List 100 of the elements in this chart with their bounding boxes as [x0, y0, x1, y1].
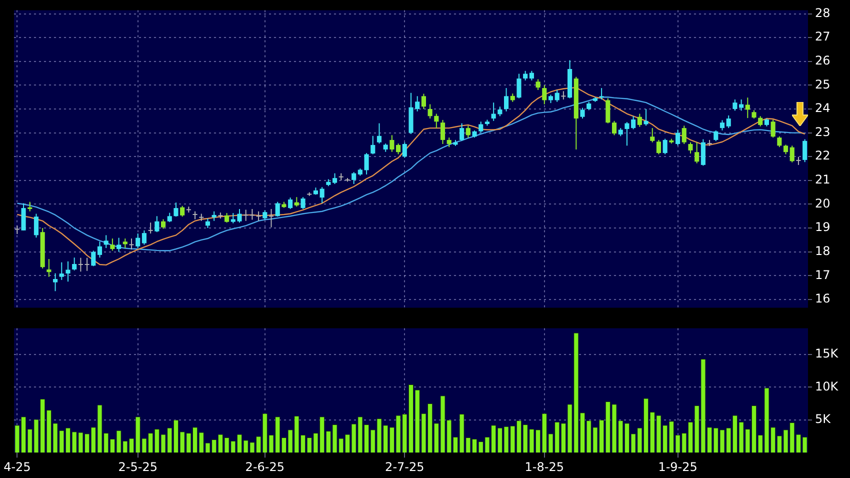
candlestick: [650, 128, 655, 143]
x-tick-label: 1-9-25: [658, 460, 698, 474]
candlestick: [154, 216, 160, 233]
candlestick: [180, 205, 185, 218]
candlestick: [428, 104, 432, 120]
candlestick: [224, 212, 230, 224]
y-tick-label: 22: [815, 148, 830, 163]
candlestick: [136, 233, 140, 249]
candlestick: [421, 93, 426, 110]
y-tick-label: 28: [815, 6, 830, 20]
candlestick: [205, 218, 210, 229]
y-tick-label: 26: [815, 54, 830, 68]
candlestick: [46, 258, 52, 278]
candlestick: [256, 210, 262, 222]
candlestick: [288, 197, 293, 210]
candlestick: [122, 238, 128, 249]
candlestick: [739, 98, 744, 112]
candlestick: [726, 114, 731, 129]
candlestick: [758, 116, 763, 127]
candlestick: [460, 122, 464, 142]
candlestick: [732, 98, 738, 112]
candlestick: [777, 136, 782, 148]
y-tick-label: 21: [815, 172, 830, 187]
candlestick: [656, 139, 662, 155]
y-tick-label: 27: [815, 30, 830, 44]
candlestick: [491, 102, 496, 122]
candlestick: [275, 201, 280, 218]
candlestick: [268, 208, 274, 228]
candlestick: [402, 142, 407, 158]
candlestick: [243, 209, 249, 222]
candlestick: [676, 129, 680, 146]
x-tick-label: 2-6-25: [245, 460, 285, 474]
y-tick-label: 17: [815, 268, 830, 282]
candlestick: [110, 238, 115, 252]
candlestick: [770, 119, 776, 138]
candlestick: [612, 120, 617, 136]
candlestick: [662, 138, 668, 155]
candlestick: [116, 237, 122, 252]
candlestick: [644, 108, 648, 126]
candlestick: [370, 135, 376, 155]
candlestick: [606, 98, 610, 124]
x-tick-label: 1-8-25: [524, 460, 564, 474]
candlestick: [802, 138, 808, 163]
candlestick: [536, 78, 540, 90]
candlestick: [262, 210, 268, 220]
candlestick: [542, 84, 547, 105]
candlestick: [440, 119, 446, 144]
candlestick: [72, 257, 77, 271]
candlestick: [504, 88, 509, 112]
candlestick: [466, 125, 470, 138]
candlestick: [790, 145, 794, 163]
candlestick: [104, 234, 108, 249]
x-tick-label: 2-5-25: [118, 460, 158, 474]
y-tick-label: 25: [815, 77, 830, 92]
x-tick-label: 2-7-25: [385, 460, 424, 474]
candlestick: [34, 213, 39, 238]
candlestick: [91, 250, 96, 267]
candlestick: [498, 106, 502, 117]
candlestick: [84, 257, 90, 272]
candlestick: [637, 113, 642, 128]
candlestick: [78, 257, 84, 272]
candlestick: [599, 88, 604, 100]
candlestick: [294, 196, 299, 208]
y-tick-label: 19: [815, 220, 830, 234]
y-tick-label: 20: [815, 196, 830, 210]
candlestick: [478, 121, 484, 134]
candlestick: [332, 172, 338, 184]
candlestick: [212, 210, 216, 222]
candlestick: [142, 230, 147, 246]
candlestick: [53, 272, 58, 292]
candlestick: [148, 222, 154, 234]
y-tick-label: 18: [815, 244, 830, 258]
candlestick: [529, 70, 534, 81]
candlestick: [560, 90, 566, 100]
candlestick: [167, 212, 172, 223]
candlestick: [174, 202, 178, 218]
candlestick: [434, 113, 439, 129]
candlestick: [128, 238, 134, 250]
y-tick-label: 23: [815, 124, 830, 139]
candlestick: [376, 122, 382, 144]
x-tick-label: 4-25: [4, 460, 31, 474]
candlestick: [320, 186, 324, 204]
candlestick: [59, 262, 64, 280]
candlestick: [14, 225, 20, 234]
y-tick-label: 10K: [815, 379, 840, 394]
candlestick: [694, 142, 700, 164]
candlestick: [21, 202, 26, 231]
y-tick-label: 16: [815, 292, 830, 306]
candlestick: [390, 134, 394, 152]
candlestick: [700, 138, 706, 166]
candlestick: [352, 172, 356, 184]
candlestick: [580, 107, 585, 120]
candlestick: [66, 260, 70, 282]
candlestick: [714, 130, 718, 142]
candlestick: [720, 120, 725, 131]
candlestick: [783, 144, 788, 155]
candlestick: [682, 125, 686, 144]
candlestick: [523, 70, 528, 81]
candlestick: [300, 196, 306, 210]
candlestick: [160, 218, 166, 230]
